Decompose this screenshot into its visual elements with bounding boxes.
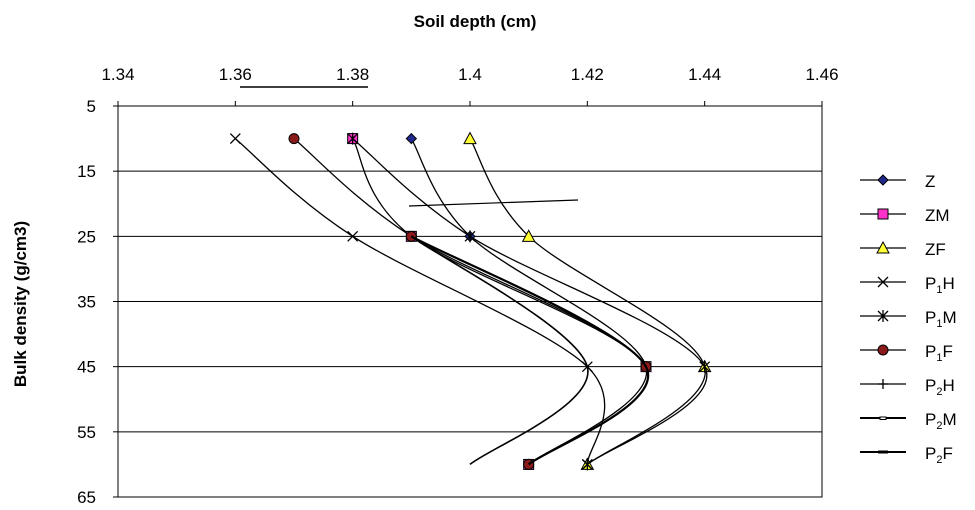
data-point-zf [463,131,477,145]
legend-label-main: P [925,376,936,395]
x-tick-label: 1.44 [688,65,721,84]
y-axis-ticks: 5 15 25 35 45 55 65 [77,97,118,507]
series-p2f [410,235,650,466]
legend-label-subscript: 1 [936,352,942,364]
x-tick-label: 1.4 [458,65,482,84]
x-tick-label: 1.42 [571,65,604,84]
series-line-z [410,138,648,465]
series-p1m [347,132,711,471]
legend-label-subscript: 1 [936,284,942,296]
series-line-zf [469,138,706,465]
data-point-p1h [347,230,359,242]
y-tick-label: 65 [77,488,96,507]
y-tick-label: 25 [77,227,96,246]
legend-label-p2h: P2H [925,376,955,398]
data-point-p1h [229,133,241,145]
data-point-zf [521,229,536,242]
series-layer [229,131,712,471]
y-tick-label: 45 [77,358,96,377]
legend-label-p1f: P1F [925,342,953,364]
series-p2m [410,235,589,466]
legend-label-tail: M [942,308,956,327]
legend-label-main: Z [925,172,935,191]
legend-marker-p2m [879,416,887,420]
series-line-p1m [352,138,708,465]
legend-item-zf: ZF [860,240,946,259]
legend-item-z: Z [860,172,935,191]
legend-item-p1m: P1M [860,308,957,330]
legend-item-p2h: P2H [860,376,955,398]
legend-label-p1h: P1H [925,274,955,296]
y-tick-label: 15 [77,162,96,181]
y-tick-label: 55 [77,423,96,442]
legend-label-main: P [925,410,936,429]
legend-label-z: Z [925,172,935,191]
data-point-p1f [288,133,300,145]
legend-label-main: P [925,342,936,361]
legend-label-p1m: P1M [925,308,957,330]
legend-label-subscript: 1 [936,318,942,330]
legend-label-main: P [925,274,936,293]
legend-label-tail: F [942,444,952,463]
y-tick-label: 35 [77,293,96,312]
x-axis-title: Soil depth (cm) [414,12,537,31]
x-axis-ticks: 1.34 1.36 1.38 1.4 1.42 1.44 1.46 [101,65,839,106]
legend-marker-p2f [878,450,888,454]
y-axis-title: Bulk density (g/cm3) [11,221,30,387]
legend-label-p2m: P2M [925,410,957,432]
legend-marker-p2h [878,379,888,389]
legend-label-main: P [925,444,936,463]
legend-item-p1f: P1F [860,342,953,364]
legend-label-subscript: 2 [936,454,942,466]
legend-marker-p1f [877,344,889,356]
legend-marker-p1h [877,276,889,288]
x-tick-label: 1.36 [219,65,252,84]
legend-label-zf: ZF [925,240,946,259]
legend-label-subscript: 2 [936,420,942,432]
legend-item-p2m: P2M [860,410,957,432]
legend-label-subscript: 2 [936,386,942,398]
data-point-p1m [464,230,476,243]
legend-label-main: ZM [925,206,950,225]
x-tick-label: 1.34 [101,65,134,84]
data-point-p1m [347,132,359,145]
legend-marker-zm [877,208,889,220]
x-tick-label: 1.46 [805,65,838,84]
data-point-z [405,132,418,145]
legend-label-main: ZF [925,240,946,259]
y-tick-label: 5 [87,97,96,116]
data-point-p1m [699,360,711,373]
legend-item-p2f: P2F [860,444,953,466]
series-line-p1h [234,138,606,465]
legend-marker-zf [876,240,890,254]
legend-label-tail: H [942,274,954,293]
legend-label-tail: F [942,342,952,361]
legend-label-zm: ZM [925,206,950,225]
legend-marker-p1m [877,310,889,322]
legend-label-tail: H [942,376,954,395]
data-point-p1m [581,458,593,471]
legend-marker-z [877,174,889,186]
legend-label-main: P [925,308,936,327]
legend-item-p1h: P1H [860,274,955,296]
legend-label-p2f: P2F [925,444,953,466]
x-tick-label: 1.38 [336,65,369,84]
decor-line-inner [408,199,579,207]
legend-item-zm: ZM [860,206,950,225]
legend-label-tail: M [942,410,956,429]
gridlines [118,105,822,498]
series-line-p2f [410,235,650,466]
series-line-p2m [410,235,589,466]
